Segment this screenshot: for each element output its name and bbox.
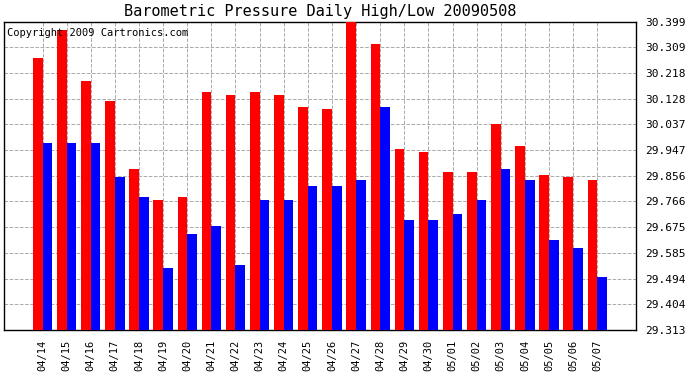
Bar	[322, 110, 332, 330]
Bar	[443, 172, 453, 330]
Bar	[380, 106, 390, 330]
Bar	[67, 144, 77, 330]
Bar	[501, 169, 511, 330]
Bar	[274, 95, 284, 330]
Bar	[346, 10, 356, 330]
Bar	[129, 169, 139, 330]
Bar	[371, 44, 380, 330]
Bar	[284, 200, 293, 330]
Bar	[332, 186, 342, 330]
Bar	[540, 175, 549, 330]
Bar	[139, 197, 148, 330]
Bar	[43, 144, 52, 330]
Bar	[250, 92, 259, 330]
Bar	[201, 92, 211, 330]
Title: Barometric Pressure Daily High/Low 20090508: Barometric Pressure Daily High/Low 20090…	[124, 4, 516, 19]
Text: Copyright 2009 Cartronics.com: Copyright 2009 Cartronics.com	[8, 28, 188, 38]
Bar	[598, 277, 607, 330]
Bar	[419, 152, 428, 330]
Bar	[106, 101, 115, 330]
Bar	[259, 200, 269, 330]
Bar	[177, 197, 187, 330]
Bar	[404, 220, 414, 330]
Bar	[588, 180, 598, 330]
Bar	[226, 95, 235, 330]
Bar	[308, 186, 317, 330]
Bar	[298, 106, 308, 330]
Bar	[187, 234, 197, 330]
Bar	[573, 248, 583, 330]
Bar	[477, 200, 486, 330]
Bar	[235, 266, 245, 330]
Bar	[115, 177, 124, 330]
Bar	[515, 146, 525, 330]
Bar	[33, 58, 43, 330]
Bar	[467, 172, 477, 330]
Bar	[549, 240, 559, 330]
Bar	[564, 177, 573, 330]
Bar	[525, 180, 535, 330]
Bar	[356, 180, 366, 330]
Bar	[91, 144, 101, 330]
Bar	[491, 124, 501, 330]
Bar	[211, 226, 221, 330]
Bar	[153, 200, 163, 330]
Bar	[81, 81, 91, 330]
Bar	[57, 30, 67, 330]
Bar	[395, 149, 404, 330]
Bar	[428, 220, 438, 330]
Bar	[453, 214, 462, 330]
Bar	[163, 268, 172, 330]
